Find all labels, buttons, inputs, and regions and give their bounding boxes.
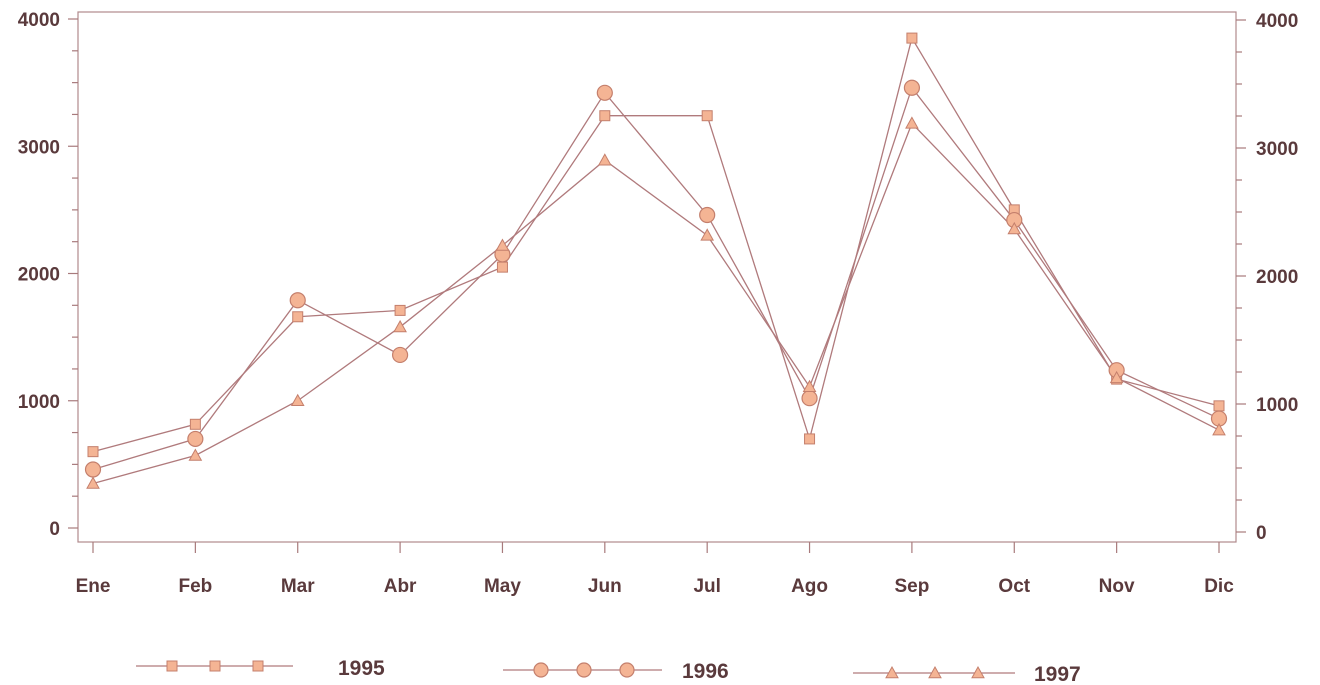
data-point-circle bbox=[391, 346, 409, 364]
data-point-square bbox=[292, 311, 304, 323]
y-right-tick-label: 1000 bbox=[1256, 395, 1298, 416]
data-point-triangle bbox=[885, 665, 899, 679]
data-point-triangle bbox=[393, 319, 407, 333]
data-point-circle bbox=[289, 292, 306, 309]
data-point-triangle bbox=[188, 448, 203, 461]
y-right-tick-label: 4000 bbox=[1256, 11, 1298, 32]
axes: 0 1000 2000 3000 4000 0 1000 2000 3000 4000 Ene Feb… bbox=[18, 10, 1299, 597]
data-point-square bbox=[87, 446, 99, 458]
data-point-triangle bbox=[597, 153, 612, 166]
legend-label-1997: 1997 bbox=[1034, 663, 1081, 685]
x-tick-label: Sep bbox=[894, 576, 929, 597]
x-tick-label: Feb bbox=[178, 576, 212, 597]
data-point-circle bbox=[533, 662, 549, 678]
data-point-triangle bbox=[802, 379, 817, 393]
data-point-circle bbox=[619, 662, 635, 678]
series-line-1995 bbox=[92, 36, 1220, 453]
data-point-circle bbox=[596, 84, 613, 101]
data-point-square bbox=[252, 660, 264, 672]
x-tick-label: Abr bbox=[384, 576, 417, 597]
data-point-square bbox=[804, 433, 816, 445]
data-point-circle bbox=[699, 206, 716, 224]
y-right-tick-label: 0 bbox=[1256, 523, 1267, 544]
y-right-tick-label: 3000 bbox=[1256, 139, 1298, 160]
data-point-triangle bbox=[928, 665, 942, 679]
data-point-circle bbox=[801, 390, 818, 407]
x-tick-label: Jul bbox=[693, 576, 720, 597]
data-point-square bbox=[701, 110, 713, 122]
data-point-square bbox=[599, 110, 611, 122]
x-tick-label: Oct bbox=[998, 576, 1030, 597]
data-point-square bbox=[1213, 400, 1225, 412]
data-point-circle bbox=[187, 430, 204, 448]
data-point-triangle bbox=[290, 393, 305, 407]
x-tick-label: Ene bbox=[76, 576, 111, 597]
data-point-triangle bbox=[971, 665, 985, 679]
data-point-square bbox=[189, 418, 201, 430]
x-tick-label: Mar bbox=[281, 576, 315, 597]
x-tick-label: Nov bbox=[1099, 576, 1135, 597]
data-point-triangle bbox=[86, 476, 100, 489]
y-left-tick-label: 3000 bbox=[18, 137, 60, 158]
y-left-tick-label: 0 bbox=[49, 519, 60, 540]
data-point-square bbox=[166, 660, 178, 672]
series-markers bbox=[84, 32, 1228, 489]
data-point-circle bbox=[84, 461, 102, 478]
legend-label-1996: 1996 bbox=[682, 660, 729, 683]
data-point-triangle bbox=[1109, 370, 1124, 384]
data-point-square bbox=[906, 32, 918, 44]
data-point-triangle bbox=[700, 228, 715, 241]
data-point-square bbox=[394, 304, 406, 316]
series-lines bbox=[92, 36, 1220, 485]
x-tick-label: Jun bbox=[588, 576, 622, 597]
series-line-1996 bbox=[92, 86, 1220, 471]
data-point-triangle bbox=[905, 116, 919, 129]
y-left-tick-label: 2000 bbox=[18, 265, 60, 286]
x-tick-label: May bbox=[484, 576, 521, 597]
data-point-circle bbox=[576, 662, 592, 678]
x-tick-label: Dic bbox=[1204, 576, 1234, 597]
legend: 1995 1996 1997 bbox=[136, 657, 1081, 685]
data-point-circle bbox=[903, 79, 921, 96]
data-point-square bbox=[496, 261, 508, 273]
plot-frame bbox=[77, 11, 1237, 543]
series-line-1997 bbox=[92, 122, 1220, 485]
legend-label-1995: 1995 bbox=[338, 657, 385, 680]
y-right-tick-label: 2000 bbox=[1256, 267, 1298, 288]
data-point-square bbox=[209, 660, 221, 672]
data-point-triangle bbox=[1212, 422, 1226, 436]
x-tick-label: Ago bbox=[791, 576, 828, 597]
data-point-triangle bbox=[495, 238, 510, 251]
y-left-tick-label: 4000 bbox=[18, 10, 60, 31]
data-point-triangle bbox=[1007, 221, 1022, 235]
y-left-tick-label: 1000 bbox=[18, 392, 60, 413]
